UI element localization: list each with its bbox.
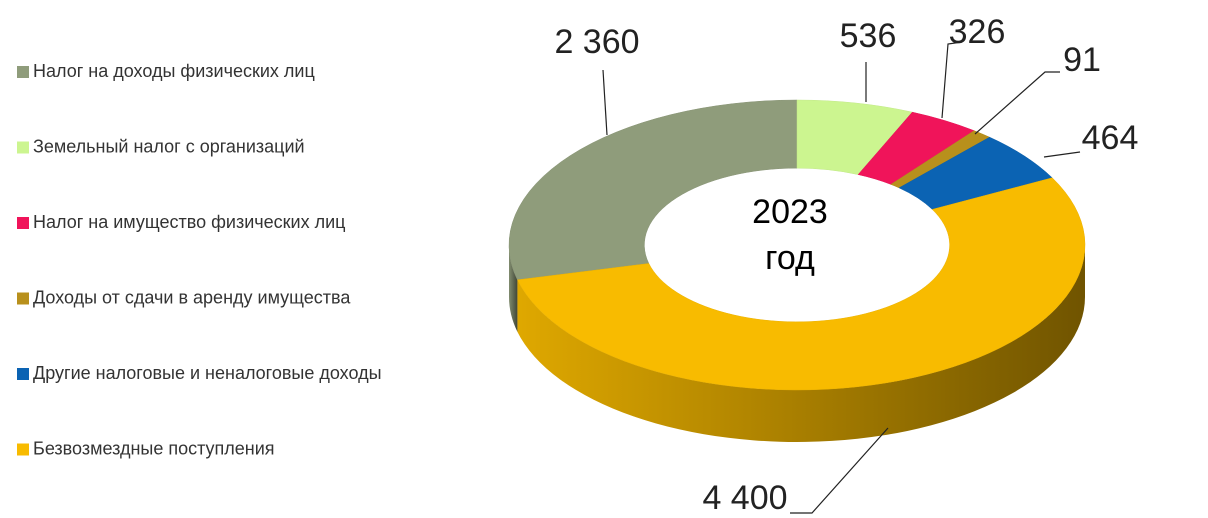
top-face <box>508 99 1086 391</box>
slice <box>508 99 798 281</box>
leader-line <box>974 71 1060 135</box>
legend-swatch <box>17 66 29 78</box>
value-label: 2 360 <box>554 23 639 61</box>
value-label: 4 400 <box>702 479 787 517</box>
center-label: 2023 <box>752 193 828 231</box>
slice-side <box>509 245 518 332</box>
side-walls <box>509 245 1085 443</box>
slice <box>517 177 1086 391</box>
legend-label: Доходы от сдачи в аренду имущества <box>33 287 351 307</box>
legend-swatch <box>17 217 29 229</box>
value-label: 91 <box>1063 41 1101 79</box>
value-label: 326 <box>949 13 1006 51</box>
legend-label: Налог на доходы физических лиц <box>33 61 315 81</box>
value-label: 464 <box>1082 119 1139 157</box>
legend-swatch <box>17 368 29 380</box>
legend-label: Земельный налог с организаций <box>33 136 305 156</box>
center-label: год <box>765 239 815 277</box>
leader-line <box>1043 151 1081 158</box>
leader-line <box>941 41 963 119</box>
legend-label: Безвозмездные поступления <box>33 438 275 458</box>
legend-label: Другие налоговые и неналоговые доходы <box>33 363 382 383</box>
legend-swatch <box>17 141 29 154</box>
leader-line <box>790 427 889 514</box>
legend-swatch <box>17 292 29 305</box>
legend-swatch <box>17 443 29 456</box>
legend-label: Налог на имущество физических лиц <box>33 212 345 232</box>
leader-lines <box>602 41 1081 514</box>
leader-line <box>602 69 608 136</box>
slice-side <box>517 245 1085 443</box>
value-label: 536 <box>840 17 897 55</box>
legend: Налог на доходы физических лиц Земельный … <box>17 61 382 458</box>
